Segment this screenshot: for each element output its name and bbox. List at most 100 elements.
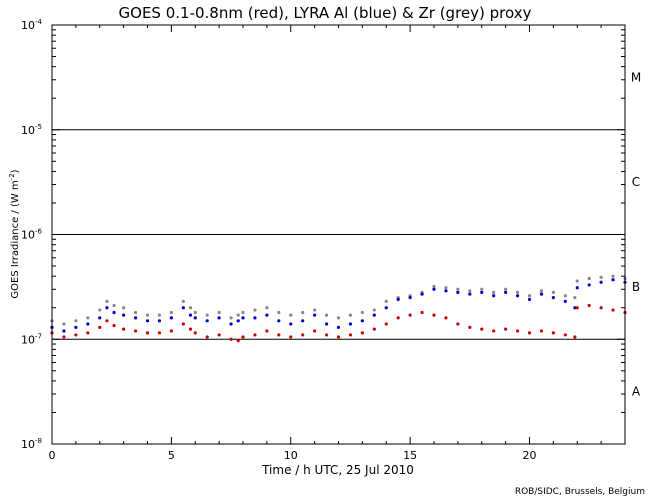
data-point [86, 316, 90, 320]
data-point [122, 306, 126, 310]
data-point [492, 329, 496, 333]
data-series [50, 303, 627, 343]
data-point [133, 310, 138, 315]
data-point [587, 303, 591, 308]
data-point [157, 319, 162, 323]
data-point [241, 316, 245, 320]
data-point [468, 325, 472, 329]
data-point [145, 331, 150, 335]
x-axis: 0 5 10 15 20 [49, 25, 626, 462]
data-point [301, 319, 305, 323]
data-point [193, 316, 197, 320]
data-point [573, 306, 577, 310]
flare-class-label: C [632, 175, 640, 189]
data-point [236, 339, 240, 343]
data-point [133, 329, 138, 333]
data-point [611, 274, 615, 278]
data-point [527, 331, 532, 335]
data-point [324, 322, 329, 326]
data-point [551, 295, 555, 300]
data-point [492, 294, 496, 298]
x-tick-label: 5 [168, 449, 175, 462]
data-point [480, 287, 484, 291]
flare-class-label: B [632, 280, 640, 294]
data-point [145, 313, 150, 317]
data-point [468, 289, 472, 293]
flare-class-labels: M C B A [631, 70, 641, 398]
data-point [444, 286, 448, 290]
data-point [265, 306, 269, 310]
data-point [575, 306, 579, 310]
data-point [169, 329, 173, 333]
data-point [336, 335, 341, 339]
data-point [229, 316, 233, 320]
y-axis-label-superscript: -2 [8, 173, 16, 180]
data-point [105, 306, 109, 310]
data-point [253, 333, 257, 337]
data-point [157, 313, 162, 317]
data-point [611, 278, 615, 282]
data-point [277, 333, 281, 337]
x-tick-label: 0 [49, 449, 56, 462]
data-point [611, 308, 615, 312]
data-point [360, 331, 364, 335]
y-axis-label-suffix: ) [10, 169, 21, 173]
data-point [384, 306, 388, 310]
data-point [74, 319, 78, 323]
data-point [217, 310, 221, 315]
y-tick-exponent: -5 [35, 123, 42, 131]
data-point [301, 310, 305, 315]
y-axis-label-prefix: GOES Irradiance / (W m [10, 180, 21, 298]
data-point [289, 335, 293, 339]
x-tick-label: 15 [403, 449, 417, 462]
y-tick-label: 10-8 [21, 437, 42, 451]
flare-class-label: A [632, 385, 641, 399]
data-point [563, 299, 567, 303]
data-point [205, 319, 209, 323]
y-tick-label: 10-4 [21, 18, 43, 32]
data-point [456, 290, 460, 295]
data-point [169, 310, 173, 315]
data-point [444, 289, 448, 293]
data-point [575, 286, 579, 290]
data-point [217, 316, 221, 320]
y-tick-exponent: -8 [35, 437, 42, 445]
data-point [573, 295, 577, 300]
data-point [133, 316, 138, 320]
data-point [432, 287, 436, 291]
data-point [241, 335, 245, 339]
data-point [98, 325, 102, 329]
data-point [277, 310, 281, 315]
data-point [241, 310, 245, 315]
y-tick-label: 10-6 [21, 228, 43, 242]
data-point [265, 313, 269, 317]
data-point [145, 319, 150, 323]
data-point [62, 322, 66, 326]
data-point [62, 335, 66, 339]
data-point [456, 287, 460, 291]
data-point [348, 313, 353, 317]
x-tick-label: 20 [523, 449, 537, 462]
data-point [193, 310, 197, 315]
data-point [573, 335, 577, 339]
data-point [587, 276, 591, 281]
data-point [188, 306, 193, 310]
x-axis-label: Time / h UTC, 25 Jul 2010 [261, 463, 414, 477]
data-point [527, 297, 532, 302]
data-point [313, 313, 317, 317]
data-point [360, 310, 364, 315]
data-point [551, 290, 555, 295]
data-point [504, 327, 508, 331]
data-point [396, 316, 400, 320]
data-point [599, 306, 603, 310]
data-point [112, 310, 116, 315]
data-point [122, 313, 126, 317]
data-point [372, 327, 376, 331]
data-point [504, 287, 508, 291]
y-axis: 10-410-510-610-710-8 [21, 18, 625, 451]
data-point [289, 313, 293, 317]
data-point [515, 294, 520, 298]
data-point [86, 331, 90, 335]
data-series [50, 278, 627, 333]
data-point [289, 322, 293, 326]
